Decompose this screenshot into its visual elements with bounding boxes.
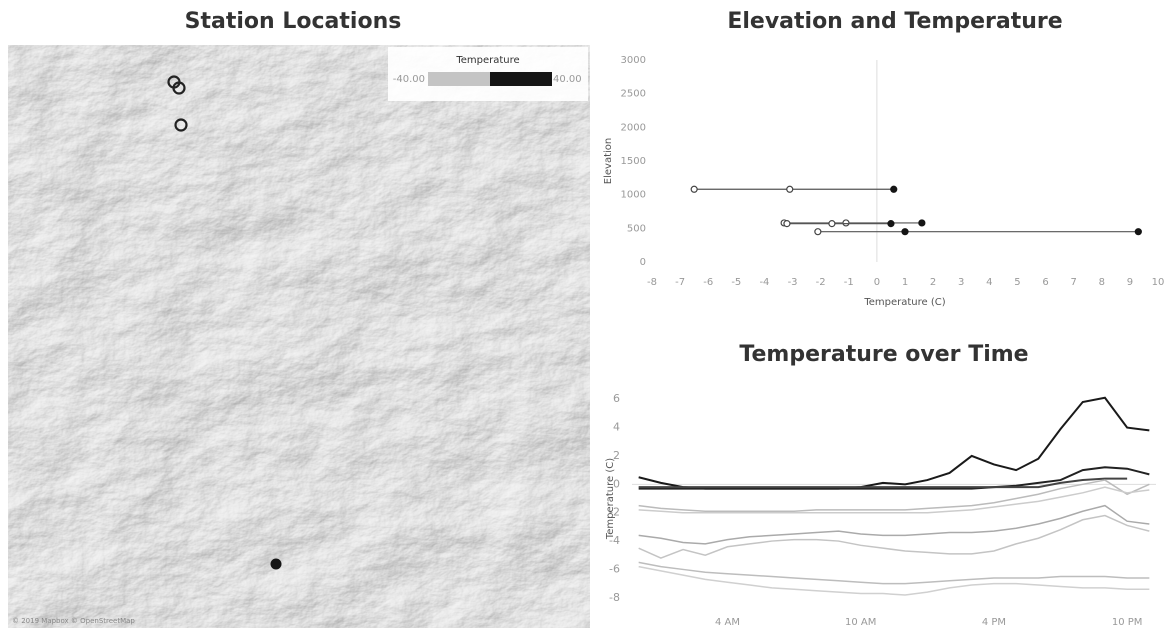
y-tick-label: 1000 bbox=[621, 190, 646, 201]
x-tick-label: 9 bbox=[1127, 277, 1133, 288]
x-tick-label: 5 bbox=[1014, 277, 1020, 288]
x-tick-label: 4 bbox=[986, 277, 992, 288]
y-tick-label: 0 bbox=[640, 257, 646, 268]
y-tick-label: 3000 bbox=[621, 55, 646, 66]
point-min bbox=[784, 221, 790, 227]
x-tick-label: -5 bbox=[731, 277, 741, 288]
point-max bbox=[888, 221, 894, 227]
map-attribution: © 2019 Mapbox © OpenStreetMap bbox=[12, 617, 135, 625]
point-avg bbox=[787, 186, 793, 192]
dashboard: Station Locations Temperature -40.00 40.… bbox=[0, 0, 1174, 628]
point-max bbox=[1135, 229, 1141, 235]
x-tick-label: 4 AM bbox=[715, 617, 740, 628]
y-tick-label: 4 bbox=[613, 421, 620, 434]
map-title: Station Locations bbox=[185, 9, 402, 34]
series-line bbox=[639, 567, 1150, 595]
x-tick-label: -1 bbox=[844, 277, 854, 288]
y-tick-label: -8 bbox=[609, 591, 620, 604]
y-tick-label: 1500 bbox=[621, 156, 646, 167]
x-tick-label: -8 bbox=[647, 277, 657, 288]
x-tick-label: -4 bbox=[759, 277, 769, 288]
point-min bbox=[691, 186, 697, 192]
legend-swatch bbox=[490, 72, 552, 86]
x-tick-label: 1 bbox=[902, 277, 908, 288]
series-line bbox=[639, 467, 1150, 488]
x-tick-label: 10 bbox=[1152, 277, 1165, 288]
y-tick-label: 6 bbox=[613, 392, 620, 405]
x-tick-label: -2 bbox=[816, 277, 826, 288]
x-tick-label: -7 bbox=[675, 277, 685, 288]
y-tick-label: 2000 bbox=[621, 122, 646, 133]
x-tick-label: 8 bbox=[1099, 277, 1105, 288]
chart-title: Temperature over Time bbox=[739, 342, 1028, 367]
x-tick-label: 0 bbox=[874, 277, 880, 288]
x-tick-label: 10 AM bbox=[845, 617, 876, 628]
legend-max: 40.00 bbox=[553, 74, 582, 85]
x-tick-label: 7 bbox=[1070, 277, 1076, 288]
y-axis-label: Temperature (C) bbox=[605, 458, 616, 540]
series-line bbox=[639, 487, 1150, 513]
x-tick-label: 10 PM bbox=[1112, 617, 1143, 628]
x-axis-label: Temperature (C) bbox=[863, 297, 945, 308]
y-tick-label: 500 bbox=[627, 223, 646, 234]
point-max bbox=[891, 186, 897, 192]
y-axis-label: Elevation bbox=[603, 138, 614, 184]
x-tick-label: -3 bbox=[788, 277, 798, 288]
legend-swatch bbox=[428, 72, 490, 86]
point-avg bbox=[829, 221, 835, 227]
x-tick-label: 6 bbox=[1042, 277, 1048, 288]
chart-title: Elevation and Temperature bbox=[727, 9, 1062, 34]
x-tick-label: -6 bbox=[703, 277, 713, 288]
point-avg bbox=[902, 229, 908, 235]
y-tick-label: -6 bbox=[609, 562, 620, 575]
point-avg bbox=[843, 220, 849, 226]
legend-title: Temperature bbox=[455, 55, 519, 66]
map-terrain bbox=[8, 45, 590, 628]
x-tick-label: 2 bbox=[930, 277, 936, 288]
series-line bbox=[639, 516, 1150, 559]
legend-min: -40.00 bbox=[393, 74, 425, 85]
y-tick-label: 2500 bbox=[621, 89, 646, 100]
point-max bbox=[919, 220, 925, 226]
x-tick-label: 4 PM bbox=[982, 617, 1006, 628]
station-marker bbox=[271, 559, 282, 570]
x-tick-label: 3 bbox=[958, 277, 964, 288]
point-min bbox=[815, 229, 821, 235]
